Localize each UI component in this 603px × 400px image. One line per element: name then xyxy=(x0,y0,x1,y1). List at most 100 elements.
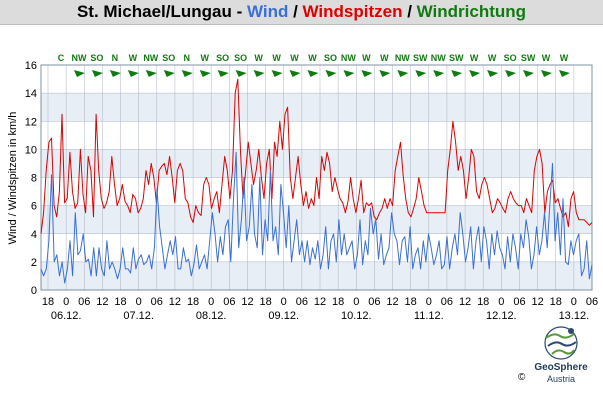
wind-direction-label: W xyxy=(272,53,281,63)
wind-direction-arrow xyxy=(433,70,445,77)
wind-direction-arrow xyxy=(343,70,355,77)
wind-direction-arrow xyxy=(109,70,121,77)
wind-direction-arrow xyxy=(361,70,373,77)
y-axis-label: Wind / Windspitzen in km/h xyxy=(7,112,19,245)
series-line-wind xyxy=(40,151,593,284)
x-tick-label: 0 xyxy=(63,296,69,308)
wind-direction-label: SO xyxy=(234,53,247,63)
y-tick-label: 10 xyxy=(25,144,37,156)
wind-direction-label: W xyxy=(380,53,389,63)
y-tick-label: 4 xyxy=(31,229,37,241)
plot-band xyxy=(41,65,592,94)
wind-direction-arrow xyxy=(145,70,157,77)
date-label: 06.12. xyxy=(51,310,82,322)
x-tick-label: 12 xyxy=(314,296,326,308)
x-tick-label: 06 xyxy=(296,296,308,308)
plot-band xyxy=(41,121,592,150)
plot-band xyxy=(41,261,592,290)
wind-direction-label: NW xyxy=(143,53,158,63)
wind-direction-label: NW xyxy=(431,53,446,63)
x-tick-label: 06 xyxy=(441,296,453,308)
wind-direction-arrow xyxy=(217,70,229,77)
x-tick-label: 06 xyxy=(586,296,598,308)
x-tick-label: 06 xyxy=(513,296,525,308)
x-tick-label: 18 xyxy=(550,296,562,308)
title-gust: Windspitzen xyxy=(302,2,403,21)
wind-direction-arrow xyxy=(163,70,175,77)
date-label: 08.12. xyxy=(196,310,227,322)
plot-band xyxy=(41,149,592,178)
x-tick-label: 0 xyxy=(353,296,359,308)
wind-direction-label: W xyxy=(129,53,138,63)
x-tick-label: 0 xyxy=(426,296,432,308)
x-tick-label: 18 xyxy=(187,296,199,308)
wind-direction-label: W xyxy=(362,53,371,63)
wind-direction-label: SO xyxy=(216,53,229,63)
title-bar xyxy=(0,0,603,25)
plot-frame xyxy=(40,64,593,291)
series-line-windspitzen xyxy=(40,78,593,234)
x-tick-label: 0 xyxy=(136,296,142,308)
wind-direction-arrow xyxy=(415,70,427,77)
geosphere-logo: GeoSphere Austria xyxy=(528,322,594,392)
plot-bands xyxy=(41,65,592,290)
y-tick-label: 2 xyxy=(31,257,37,269)
wind-direction-label: SO xyxy=(90,53,103,63)
x-tick-label: 06 xyxy=(78,296,90,308)
wind-direction-label: NW xyxy=(395,53,410,63)
x-tick-label: 18 xyxy=(259,296,271,308)
wind-direction-label: W xyxy=(488,53,497,63)
wind-direction-arrow xyxy=(325,70,337,77)
wind-direction-arrow xyxy=(199,70,211,77)
wind-direction-row: C NW SO N W NW SO N W SO SO W W W W SO NW W W NW SW NW SW W W SO S… xyxy=(58,53,570,77)
wind-direction-arrow xyxy=(127,70,139,77)
wind-direction-label: W xyxy=(542,53,551,63)
plot-band xyxy=(41,93,592,122)
x-tick-label: 12 xyxy=(241,296,253,308)
wind-direction-arrow xyxy=(505,70,517,77)
wind-direction-arrow xyxy=(559,70,570,77)
x-tick-label: 18 xyxy=(114,296,126,308)
copyright-sign: © xyxy=(518,372,526,383)
x-tick-label: 0 xyxy=(571,296,577,308)
logo-name: GeoSphere xyxy=(534,362,588,373)
x-tick-label: 12 xyxy=(459,296,471,308)
y-tick-label: 6 xyxy=(31,201,37,213)
title-station: St. Michael/Lungau xyxy=(76,2,232,21)
wind-direction-arrow xyxy=(541,70,553,77)
wind-direction-label: NW xyxy=(341,53,356,63)
date-label: 07.12. xyxy=(123,310,154,322)
wind-direction-label: W xyxy=(470,53,479,63)
x-tick-label: 18 xyxy=(42,296,54,308)
wind-direction-arrow xyxy=(523,70,535,77)
wind-direction-arrow xyxy=(91,70,103,77)
date-label: 12.12. xyxy=(486,310,517,322)
y-axis-ticks: 0 2 4 6 8 10 12 14 16 xyxy=(25,60,37,297)
title-slash-1: / xyxy=(288,2,303,21)
wind-direction-arrow xyxy=(271,70,283,77)
wind-direction-arrow xyxy=(235,70,247,77)
x-tick-label: 06 xyxy=(151,296,163,308)
wind-direction-arrow xyxy=(253,70,265,77)
x-tick-label: 18 xyxy=(477,296,489,308)
wind-direction-label: SW xyxy=(449,53,464,63)
wind-direction-label: SO xyxy=(504,53,517,63)
y-tick-label: 0 xyxy=(31,285,37,297)
x-tick-label: 12 xyxy=(169,296,181,308)
x-tick-label: 12 xyxy=(386,296,398,308)
wind-direction-arrow xyxy=(379,70,391,77)
x-tick-label: 06 xyxy=(368,296,380,308)
x-tick-label: 18 xyxy=(405,296,417,308)
title-direction: Windrichtung xyxy=(416,2,527,21)
wind-direction-arrow xyxy=(307,70,319,77)
title-slash-2: / xyxy=(402,2,417,21)
x-tick-label: 06 xyxy=(223,296,235,308)
wind-direction-arrow xyxy=(451,70,463,77)
wind-direction-label: W xyxy=(254,53,263,63)
date-label: 13.12. xyxy=(559,310,590,322)
title-separator: - xyxy=(231,2,247,21)
chart-title: St. Michael/Lungau - Wind / Windspitzen … xyxy=(0,2,603,22)
y-tick-label: 14 xyxy=(25,88,37,100)
date-label: 09.12. xyxy=(268,310,299,322)
wind-direction-label: C xyxy=(58,53,65,63)
